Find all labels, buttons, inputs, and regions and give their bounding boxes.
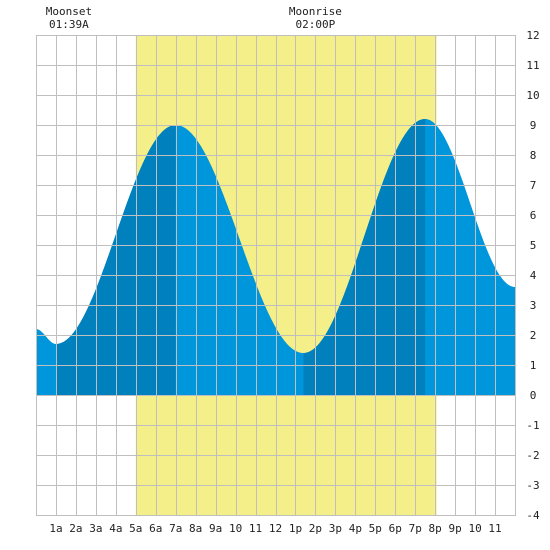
plot-frame bbox=[36, 35, 516, 516]
y-tick-label: -1 bbox=[526, 419, 539, 432]
x-tick-label: 1p bbox=[289, 522, 302, 535]
y-tick-label: -3 bbox=[526, 479, 539, 492]
x-tick-label: 10 bbox=[468, 522, 481, 535]
x-tick-label: 4a bbox=[109, 522, 122, 535]
x-tick-label: 11 bbox=[488, 522, 501, 535]
tide-rising-area-2 bbox=[303, 119, 426, 395]
x-tick-label: 6p bbox=[389, 522, 402, 535]
y-tick-label: 0 bbox=[530, 389, 537, 402]
moonrise-label: Moonrise bbox=[289, 5, 342, 18]
x-tick-label: 8a bbox=[189, 522, 202, 535]
y-tick-label: 3 bbox=[530, 299, 537, 312]
y-tick-label: 8 bbox=[530, 149, 537, 162]
moonset-label: Moonset bbox=[46, 5, 92, 18]
y-tick-label: 11 bbox=[526, 59, 539, 72]
y-tick-label: 12 bbox=[526, 29, 539, 42]
x-tick-label: 5p bbox=[369, 522, 382, 535]
y-tick-label: 4 bbox=[530, 269, 537, 282]
x-tick-label: 6a bbox=[149, 522, 162, 535]
x-tick-label: 9a bbox=[209, 522, 222, 535]
y-tick-label: -2 bbox=[526, 449, 539, 462]
y-tick-label: 6 bbox=[530, 209, 537, 222]
x-tick-label: 1a bbox=[49, 522, 62, 535]
y-tick-label: 9 bbox=[530, 119, 537, 132]
y-tick-label: 7 bbox=[530, 179, 537, 192]
x-tick-label: 3p bbox=[329, 522, 342, 535]
x-tick-label: 2p bbox=[309, 522, 322, 535]
moonrise-time: 02:00P bbox=[296, 18, 336, 31]
x-tick-label: 11 bbox=[249, 522, 262, 535]
x-tick-label: 12 bbox=[269, 522, 282, 535]
x-tick-label: 5a bbox=[129, 522, 142, 535]
x-tick-label: 8p bbox=[429, 522, 442, 535]
x-tick-label: 4p bbox=[349, 522, 362, 535]
x-tick-label: 7a bbox=[169, 522, 182, 535]
x-tick-label: 3a bbox=[89, 522, 102, 535]
y-tick-label: 5 bbox=[530, 239, 537, 252]
y-tick-label: -4 bbox=[526, 509, 540, 522]
x-tick-label: 2a bbox=[69, 522, 82, 535]
tide-rising-area-1 bbox=[55, 125, 176, 395]
moonset-time: 01:39A bbox=[49, 18, 89, 31]
y-tick-label: 2 bbox=[530, 329, 537, 342]
x-tick-label: 10 bbox=[229, 522, 242, 535]
y-tick-label: 10 bbox=[526, 89, 539, 102]
x-tick-label: 7p bbox=[409, 522, 422, 535]
y-tick-label: 1 bbox=[530, 359, 537, 372]
x-tick-label: 9p bbox=[449, 522, 462, 535]
